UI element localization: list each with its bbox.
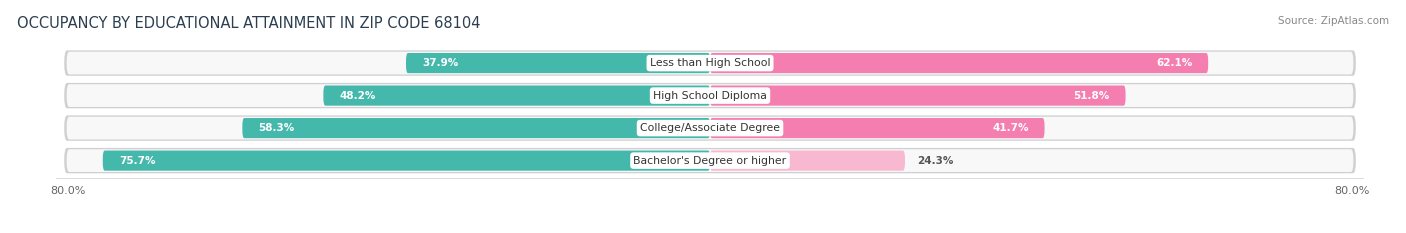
- Text: 48.2%: 48.2%: [339, 91, 375, 101]
- FancyBboxPatch shape: [103, 151, 710, 171]
- Text: OCCUPANCY BY EDUCATIONAL ATTAINMENT IN ZIP CODE 68104: OCCUPANCY BY EDUCATIONAL ATTAINMENT IN Z…: [17, 16, 481, 31]
- Text: Less than High School: Less than High School: [650, 58, 770, 68]
- FancyBboxPatch shape: [242, 118, 710, 138]
- Text: Bachelor's Degree or higher: Bachelor's Degree or higher: [634, 156, 786, 166]
- Text: 58.3%: 58.3%: [259, 123, 295, 133]
- Text: 75.7%: 75.7%: [120, 156, 155, 166]
- FancyBboxPatch shape: [323, 86, 710, 106]
- Text: 24.3%: 24.3%: [917, 156, 953, 166]
- Text: 51.8%: 51.8%: [1073, 91, 1109, 101]
- FancyBboxPatch shape: [65, 148, 1355, 173]
- FancyBboxPatch shape: [66, 117, 1354, 140]
- FancyBboxPatch shape: [65, 115, 1355, 141]
- Text: 41.7%: 41.7%: [993, 123, 1029, 133]
- Text: High School Diploma: High School Diploma: [654, 91, 766, 101]
- FancyBboxPatch shape: [406, 53, 710, 73]
- FancyBboxPatch shape: [66, 149, 1354, 172]
- FancyBboxPatch shape: [710, 118, 1045, 138]
- FancyBboxPatch shape: [66, 84, 1354, 107]
- FancyBboxPatch shape: [65, 83, 1355, 108]
- FancyBboxPatch shape: [65, 50, 1355, 76]
- FancyBboxPatch shape: [66, 52, 1354, 75]
- FancyBboxPatch shape: [710, 86, 1126, 106]
- Text: 37.9%: 37.9%: [422, 58, 458, 68]
- Text: College/Associate Degree: College/Associate Degree: [640, 123, 780, 133]
- Text: 62.1%: 62.1%: [1156, 58, 1192, 68]
- Legend: Owner-occupied, Renter-occupied: Owner-occupied, Renter-occupied: [588, 230, 832, 233]
- Text: Source: ZipAtlas.com: Source: ZipAtlas.com: [1278, 16, 1389, 26]
- FancyBboxPatch shape: [710, 53, 1208, 73]
- FancyBboxPatch shape: [710, 151, 905, 171]
